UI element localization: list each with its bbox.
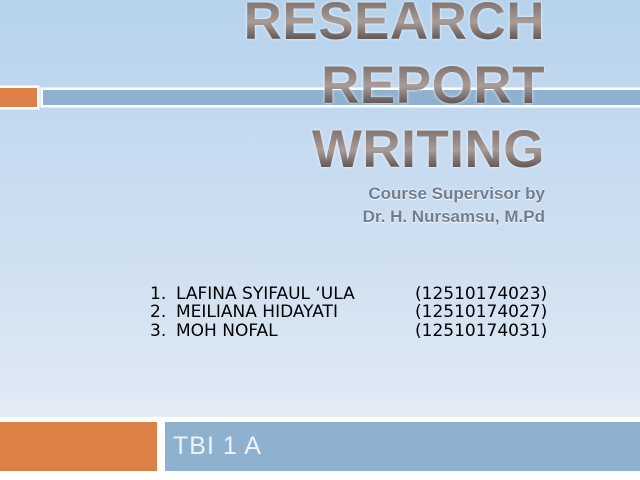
- footer-orange-block: [0, 422, 157, 471]
- subtitle-line-2: Dr. H. Nursamsu, M.Pd: [362, 207, 545, 226]
- subtitle-block: Course Supervisor by Dr. H. Nursamsu, M.…: [244, 182, 545, 228]
- footer-class-label: TBI 1 A: [173, 432, 262, 460]
- footer-bar: TBI 1 A: [0, 417, 640, 480]
- member-number: 2.: [150, 302, 167, 323]
- subtitle-line-1: Course Supervisor by: [368, 184, 545, 203]
- slide-title-line-3: WRITING: [244, 118, 545, 182]
- members-list: 1. LAFINA SYIFAUL ‘ULA (12510174023) 2. …: [150, 284, 548, 341]
- blue-accent-band: [43, 90, 640, 105]
- member-number: 3.: [150, 320, 167, 341]
- member-id: (12510174023): [415, 284, 548, 304]
- list-item: 1. LAFINA SYIFAUL ‘ULA (12510174023): [150, 284, 548, 304]
- footer-blue-bar: TBI 1 A: [165, 422, 640, 471]
- member-number: 1.: [150, 284, 167, 304]
- orange-accent-block: [0, 88, 37, 107]
- slide-title-line-2: REPORT: [244, 54, 545, 118]
- member-name: MEILIANA HIDAYATI: [176, 302, 338, 323]
- member-id: (12510174031): [415, 320, 548, 341]
- top-accent-band: [0, 86, 640, 110]
- list-item: 3. MOH NOFAL (12510174031): [150, 320, 548, 341]
- title-block: RESEARCH REPORT WRITING Course Superviso…: [244, 0, 545, 228]
- member-name: MOH NOFAL: [176, 320, 278, 341]
- member-id: (12510174027): [415, 302, 548, 323]
- list-item: 2. MEILIANA HIDAYATI (12510174027): [150, 302, 548, 323]
- slide-title-line-1: RESEARCH: [244, 0, 545, 54]
- member-name: LAFINA SYIFAUL ‘ULA: [176, 284, 355, 304]
